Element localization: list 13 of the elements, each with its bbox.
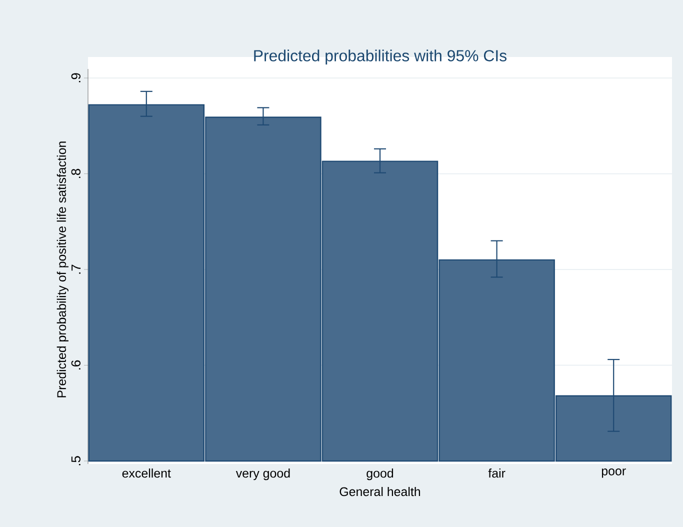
chart-title: Predicted probabilities with 95% CIs <box>254 50 507 65</box>
y-tick-label: .5 <box>71 456 80 466</box>
x-tick-label: excellent <box>122 468 171 478</box>
x-tick-label: fair <box>488 468 506 478</box>
y-axis-title: Predicted probability of positive life satisfaction <box>56 142 68 398</box>
y-tick-label: .6 <box>71 360 80 370</box>
y-tick-label: .7 <box>72 264 80 274</box>
x-tick-label: very good <box>236 468 290 480</box>
y-tick-label: .8 <box>71 168 80 178</box>
x-tick-label: good <box>366 468 394 480</box>
y-tick-label: .9 <box>71 73 80 82</box>
x-axis-title: General health <box>340 486 420 496</box>
x-tick-label: poor <box>602 468 626 478</box>
